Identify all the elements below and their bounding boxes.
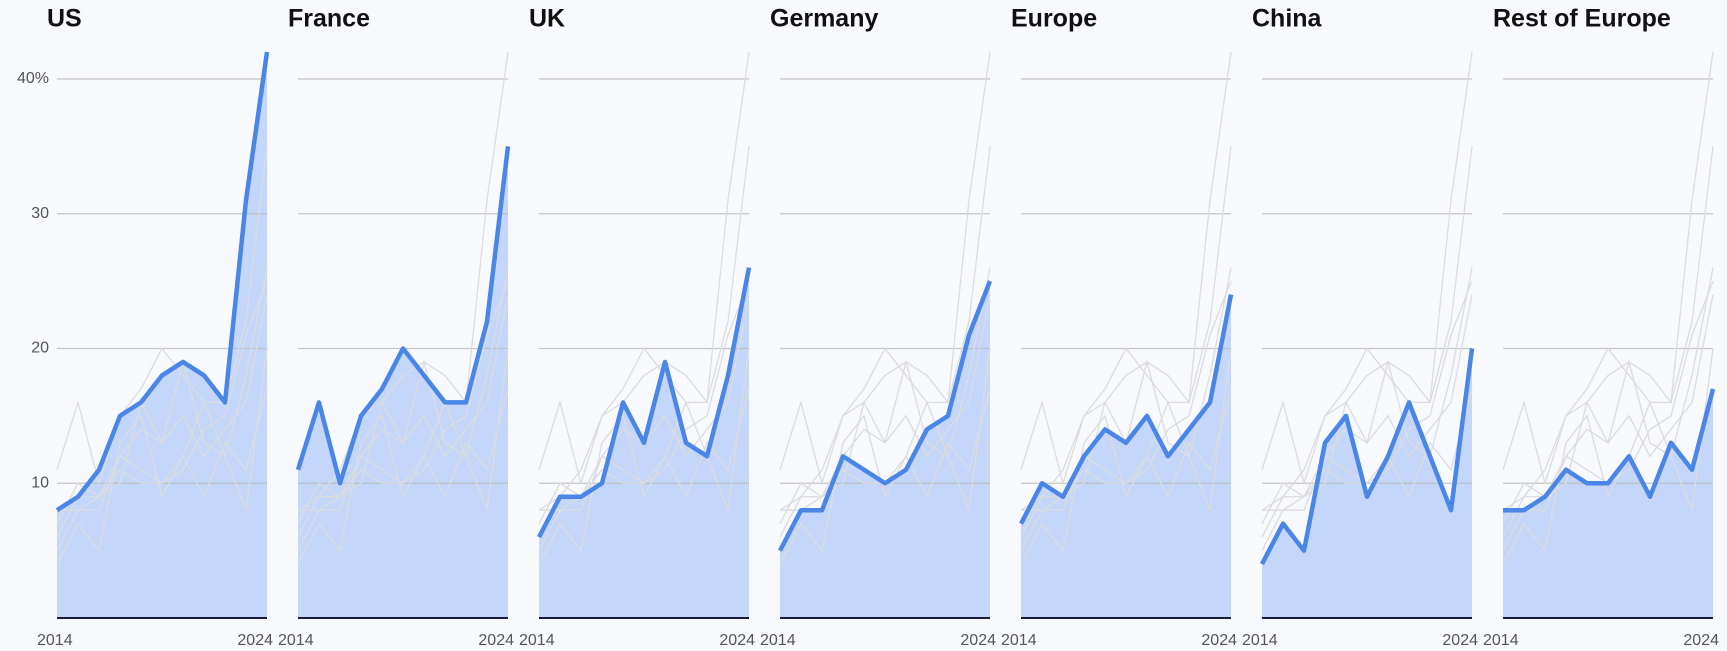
other-line bbox=[297, 51, 509, 511]
other-line bbox=[779, 51, 991, 511]
other-line bbox=[1502, 294, 1714, 524]
area bbox=[57, 52, 267, 618]
panel-title: Rest of Europe bbox=[1493, 5, 1671, 33]
area bbox=[1021, 294, 1231, 618]
other-line bbox=[779, 146, 991, 486]
other-line bbox=[298, 388, 509, 511]
panel-title: Europe bbox=[1011, 5, 1097, 33]
x-tick-label: 2014 bbox=[1242, 632, 1278, 649]
area bbox=[780, 281, 990, 618]
x-tick-label: 2014 bbox=[760, 632, 796, 649]
other-line bbox=[1262, 388, 1473, 511]
area bbox=[1262, 348, 1472, 618]
x-tick-label: 2024 bbox=[1683, 632, 1719, 649]
x-tick-label: 2014 bbox=[278, 632, 314, 649]
other-line bbox=[538, 146, 750, 486]
other-line bbox=[1020, 348, 1232, 565]
other-line bbox=[1502, 348, 1714, 565]
other-line bbox=[56, 348, 268, 565]
other-line bbox=[1020, 51, 1232, 511]
other-line bbox=[57, 388, 268, 511]
other-line bbox=[779, 294, 991, 524]
x-tick-label: 2014 bbox=[519, 632, 555, 649]
other-line bbox=[1261, 294, 1473, 524]
panel-title: Germany bbox=[770, 5, 878, 33]
other-line bbox=[1502, 146, 1714, 486]
panel-title: UK bbox=[529, 5, 565, 33]
other-line bbox=[297, 348, 509, 565]
highlight-line bbox=[55, 51, 270, 513]
other-line bbox=[539, 388, 750, 511]
x-tick-label: 2014 bbox=[1001, 632, 1037, 649]
other-line bbox=[1021, 388, 1232, 511]
other-line bbox=[538, 51, 750, 511]
other-line bbox=[779, 348, 991, 565]
other-line bbox=[1261, 51, 1473, 511]
highlight-line bbox=[295, 146, 511, 486]
panel-title: France bbox=[288, 5, 370, 33]
other-line bbox=[297, 294, 509, 524]
x-tick-label: 2024 bbox=[1442, 632, 1478, 649]
other-line bbox=[56, 146, 268, 486]
highlight-line bbox=[1019, 294, 1234, 525]
panel-title: China bbox=[1252, 5, 1323, 33]
highlight-line bbox=[537, 267, 752, 539]
x-tick-label: 2024 bbox=[237, 632, 273, 649]
other-line bbox=[1261, 146, 1473, 486]
x-tick-label: 2024 bbox=[719, 632, 755, 649]
y-tick-label: 20 bbox=[31, 340, 49, 357]
x-tick-label: 2014 bbox=[37, 632, 73, 649]
area bbox=[1503, 388, 1713, 618]
highlight-line bbox=[1503, 388, 1716, 513]
x-tick-label: 2014 bbox=[1483, 632, 1519, 649]
other-line bbox=[1502, 51, 1714, 511]
other-line bbox=[56, 294, 268, 524]
area bbox=[298, 146, 508, 619]
x-tick-label: 2024 bbox=[1201, 632, 1237, 649]
highlight-line bbox=[778, 280, 993, 552]
highlight-line bbox=[1260, 348, 1475, 566]
y-tick-label: 10 bbox=[31, 474, 49, 491]
panel-title: US bbox=[47, 5, 82, 33]
x-tick-label: 2024 bbox=[478, 632, 514, 649]
other-line bbox=[1020, 146, 1232, 486]
y-tick-label: 40% bbox=[17, 70, 49, 87]
x-tick-label: 2024 bbox=[960, 632, 996, 649]
y-tick-label: 30 bbox=[31, 205, 49, 222]
other-line bbox=[538, 348, 750, 565]
